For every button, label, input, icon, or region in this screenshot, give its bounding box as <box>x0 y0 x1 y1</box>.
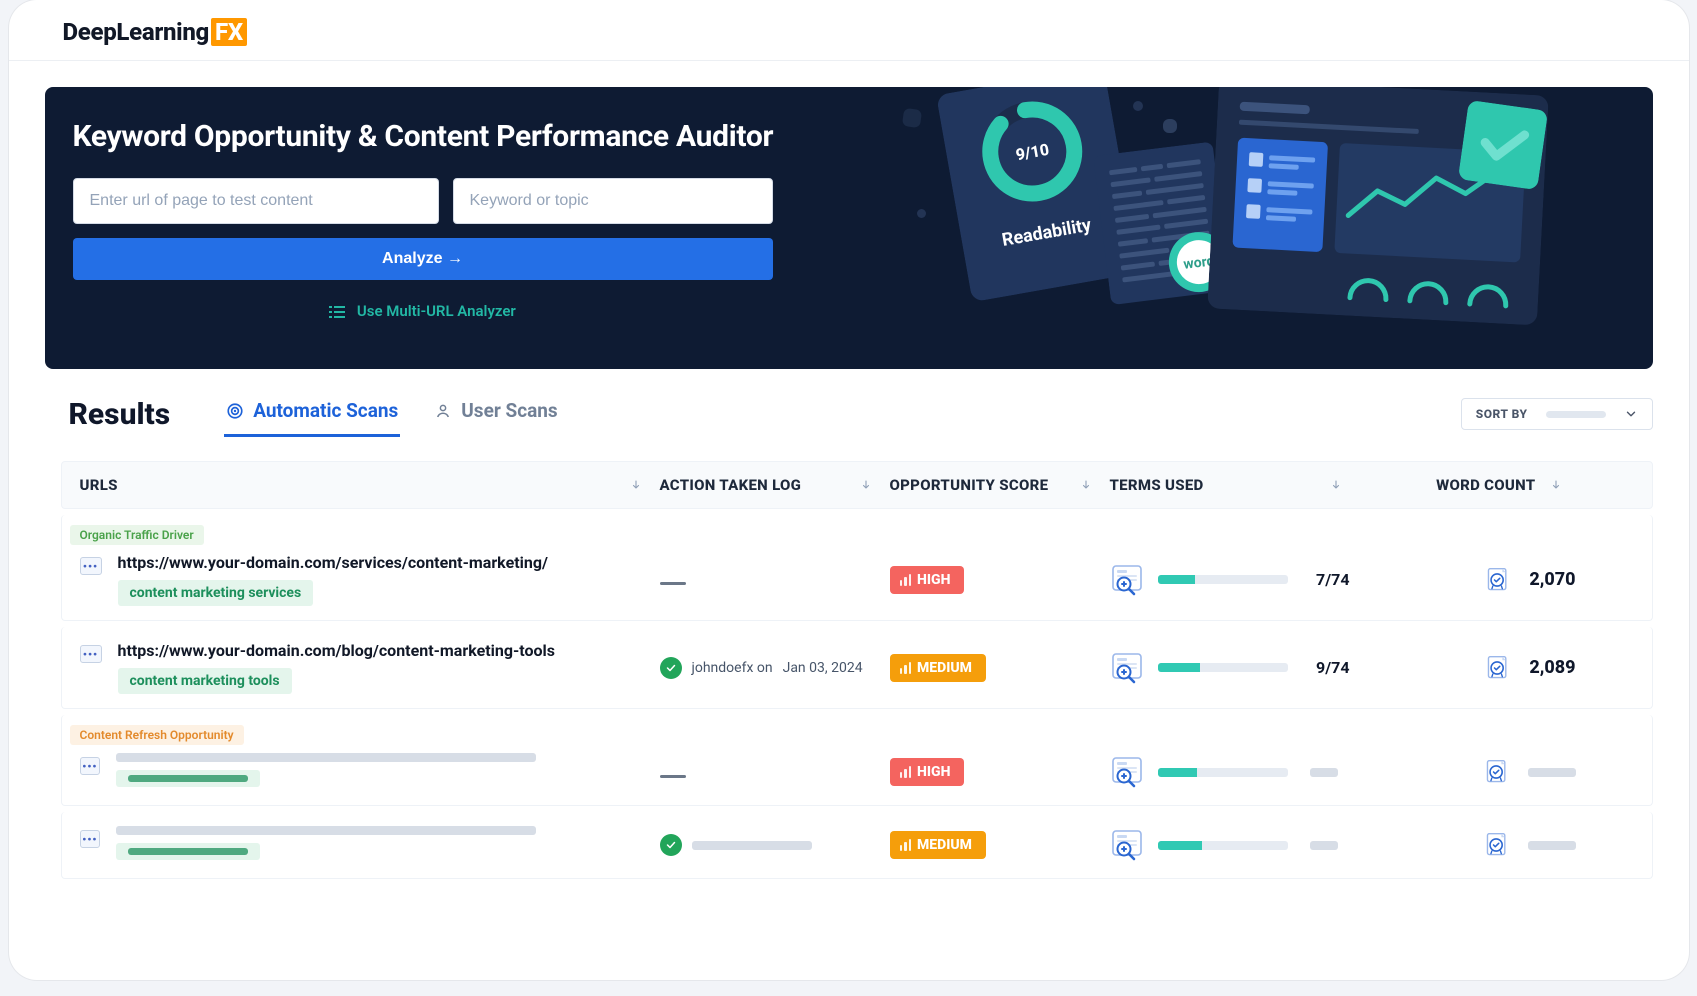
action-cell <box>660 570 890 589</box>
table-row: Organic Traffic Driver ••• https://www.y… <box>61 515 1653 621</box>
sort-by-dropdown[interactable]: SORT BY <box>1461 398 1653 430</box>
score-cell: MEDIUM <box>890 654 1110 682</box>
terms-icon <box>1110 563 1144 597</box>
terms-value: 9/74 <box>1306 658 1350 677</box>
row-url[interactable]: https://www.your-domain.com/services/con… <box>118 553 548 572</box>
word-count-icon <box>1484 759 1510 785</box>
action-cell <box>660 763 890 782</box>
hero-panel: Keyword Opportunity & Content Performanc… <box>45 87 1653 369</box>
topbar: DeepLearningFX <box>9 0 1689 61</box>
results-table: URLS ACTION TAKEN LOG OPPORTUNITY SCORE … <box>61 461 1653 879</box>
table-row: Content Refresh Opportunity ••• HIGH <box>61 715 1653 806</box>
terms-cell <box>1110 828 1360 862</box>
logo-text: DeepLearning <box>63 18 210 46</box>
score-cell: HIGH <box>890 566 1110 594</box>
col-terms[interactable]: TERMS USED <box>1110 476 1360 494</box>
sort-icon <box>1080 478 1092 492</box>
analyze-button[interactable]: Analyze → <box>73 238 773 280</box>
terms-progress <box>1158 575 1288 584</box>
action-date: Jan 03, 2024 <box>783 660 863 676</box>
chevron-down-icon <box>1624 407 1638 421</box>
row-keyword-chip: content marketing services <box>118 580 314 606</box>
results-bar: Results Automatic Scans User Scans SORT … <box>9 369 1689 437</box>
target-icon <box>226 402 244 420</box>
col-action[interactable]: ACTION TAKEN LOG <box>660 476 890 494</box>
col-urls[interactable]: URLS <box>80 476 660 494</box>
terms-icon <box>1110 651 1144 685</box>
opportunity-badge: MEDIUM <box>890 831 986 859</box>
logo-suffix: FX <box>211 18 247 46</box>
terms-cell <box>1110 755 1360 789</box>
opportunity-badge: MEDIUM <box>890 654 986 682</box>
row-more-button[interactable]: ••• <box>80 830 101 848</box>
word-count-icon <box>1485 655 1511 681</box>
svg-text:Readability: Readability <box>1000 214 1093 251</box>
row-url[interactable]: https://www.your-domain.com/blog/content… <box>118 641 556 660</box>
document-card-icon: word <box>1093 139 1253 325</box>
hero-form <box>73 178 773 224</box>
table-header: URLS ACTION TAKEN LOG OPPORTUNITY SCORE … <box>61 461 1653 509</box>
word-count-cell <box>1360 832 1580 858</box>
score-cell: MEDIUM <box>890 831 1110 859</box>
keyword-input[interactable] <box>453 178 773 224</box>
row-keyword-chip <box>116 770 260 787</box>
word-count-cell <box>1360 759 1580 785</box>
terms-progress <box>1158 663 1288 672</box>
terms-icon <box>1110 828 1144 862</box>
tabs: Automatic Scans User Scans <box>224 391 560 437</box>
col-score[interactable]: OPPORTUNITY SCORE <box>890 476 1110 494</box>
sort-icon <box>1550 478 1562 492</box>
action-user: johndoefx on <box>692 660 773 676</box>
tab-user-scans[interactable]: User Scans <box>432 391 559 437</box>
opportunity-badge: HIGH <box>890 566 965 594</box>
svg-text:word: word <box>1182 253 1215 273</box>
word-count-cell: 2,089 <box>1360 655 1580 681</box>
table-row: ••• https://www.your-domain.com/blog/con… <box>61 627 1653 709</box>
results-heading: Results <box>69 397 171 432</box>
sort-value-placeholder <box>1546 411 1606 418</box>
sort-icon <box>860 478 872 492</box>
hero-title: Keyword Opportunity & Content Performanc… <box>73 119 1621 154</box>
terms-progress <box>1158 768 1288 777</box>
url-input[interactable] <box>73 178 439 224</box>
multi-url-link[interactable]: Use Multi-URL Analyzer <box>73 302 773 320</box>
row-more-button[interactable]: ••• <box>80 645 102 663</box>
check-icon <box>660 834 682 856</box>
user-icon <box>434 402 452 420</box>
terms-progress <box>1158 841 1288 850</box>
action-cell: johndoefx on Jan 03, 2024 <box>660 657 890 679</box>
action-cell <box>660 834 890 856</box>
terms-cell: 9/74 <box>1110 651 1360 685</box>
row-more-button[interactable]: ••• <box>80 557 102 575</box>
score-cell: HIGH <box>890 758 1110 786</box>
sort-icon <box>1330 478 1342 492</box>
row-keyword-chip: content marketing tools <box>118 668 292 694</box>
list-icon <box>329 305 345 319</box>
table-row: ••• MEDIUM <box>61 812 1653 879</box>
terms-value: 7/74 <box>1306 570 1350 589</box>
opportunity-badge: HIGH <box>890 758 965 786</box>
word-count-value: 2,070 <box>1529 569 1575 590</box>
check-icon <box>660 657 682 679</box>
word-count-value: 2,089 <box>1529 657 1575 678</box>
terms-cell: 7/74 <box>1110 563 1360 597</box>
tab-automatic-scans[interactable]: Automatic Scans <box>224 391 400 437</box>
terms-icon <box>1110 755 1144 789</box>
row-more-button[interactable]: ••• <box>80 757 101 775</box>
word-count-cell: 2,070 <box>1360 567 1580 593</box>
col-words[interactable]: WORD COUNT <box>1360 476 1580 494</box>
logo: DeepLearningFX <box>63 18 1653 46</box>
word-count-icon <box>1485 567 1511 593</box>
app-card: DeepLearningFX Keyword Opportunity & Con… <box>9 0 1689 980</box>
word-count-icon <box>1484 832 1510 858</box>
row-badge: Organic Traffic Driver <box>70 525 204 545</box>
row-badge: Content Refresh Opportunity <box>70 725 244 745</box>
sort-icon <box>630 478 642 492</box>
row-keyword-chip <box>116 843 260 860</box>
